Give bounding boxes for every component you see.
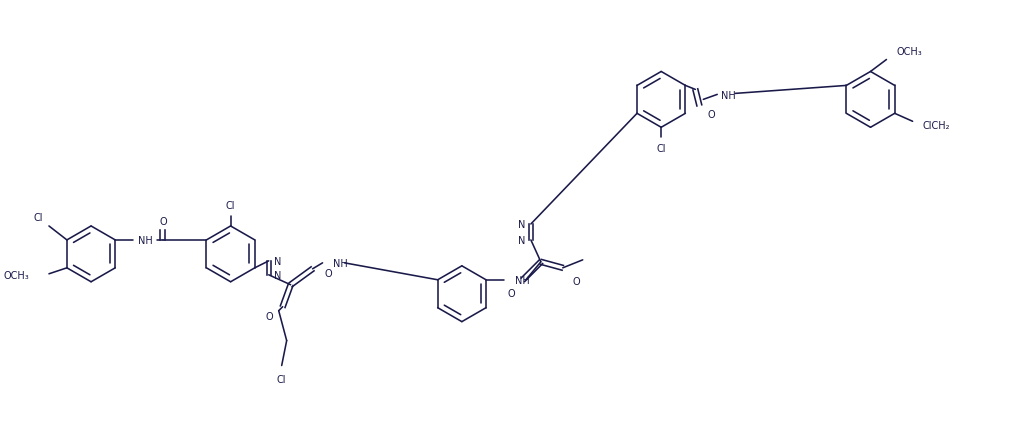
Text: OCH₃: OCH₃ — [3, 270, 29, 280]
Text: NH: NH — [721, 91, 736, 101]
Text: N: N — [518, 235, 525, 245]
Text: O: O — [507, 288, 514, 298]
Text: NH: NH — [514, 275, 530, 285]
Text: O: O — [265, 311, 273, 321]
Text: Cl: Cl — [225, 201, 236, 210]
Text: Cl: Cl — [277, 374, 286, 385]
Text: O: O — [324, 268, 332, 278]
Text: N: N — [274, 256, 281, 266]
Text: O: O — [573, 276, 580, 286]
Text: OCH₃: OCH₃ — [896, 46, 922, 56]
Text: Cl: Cl — [34, 213, 43, 222]
Text: Cl: Cl — [657, 144, 666, 154]
Text: O: O — [707, 110, 715, 120]
Text: ClCH₂: ClCH₂ — [923, 121, 950, 131]
Text: N: N — [518, 219, 525, 230]
Text: N: N — [274, 270, 281, 280]
Text: NH: NH — [332, 258, 347, 268]
Text: O: O — [159, 216, 167, 227]
Text: NH: NH — [138, 235, 152, 245]
